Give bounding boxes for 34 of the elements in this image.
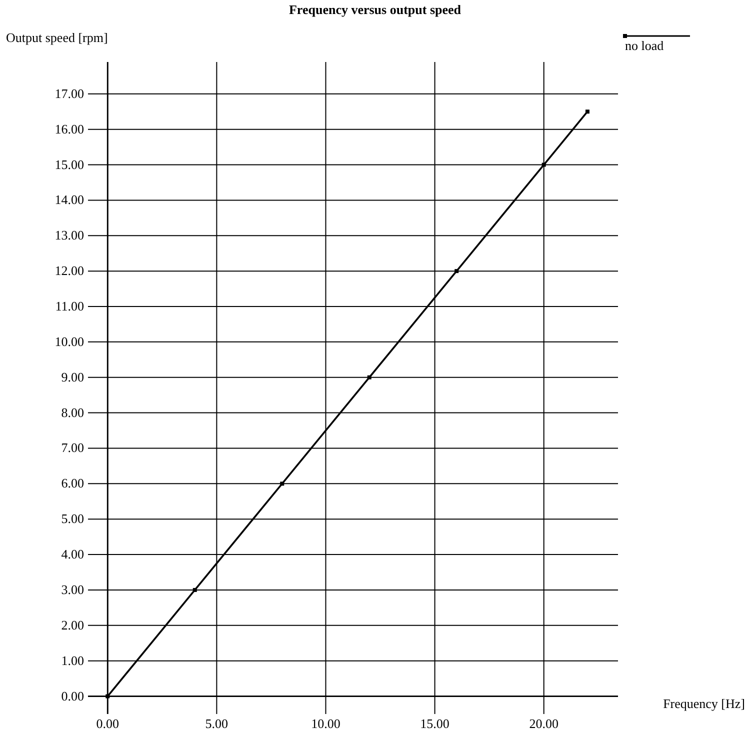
x-tick-label: 15.00 — [420, 716, 450, 731]
y-tick-label: 3.00 — [61, 582, 84, 597]
x-axis-title: Frequency [Hz] — [663, 696, 745, 711]
legend-label: no load — [625, 38, 664, 53]
x-tick-label: 5.00 — [205, 716, 228, 731]
x-tick-label: 20.00 — [529, 716, 558, 731]
y-axis-title: Output speed [rpm] — [6, 30, 108, 45]
point — [367, 375, 372, 380]
y-tick-label: 15.00 — [54, 156, 84, 172]
y-tick-label: 2.00 — [61, 617, 84, 632]
y-tick-label: 1.00 — [61, 652, 84, 668]
y-tick-label: 13.00 — [54, 228, 84, 243]
x-tick-label: 10.00 — [311, 716, 340, 731]
y-tick-label: 11.00 — [55, 298, 84, 314]
chart-title: Frequency versus output speed — [288, 2, 462, 17]
y-tick-label: 14.00 — [54, 192, 84, 208]
point — [585, 110, 590, 114]
y-tick-label: 7.00 — [61, 440, 84, 456]
point — [454, 269, 459, 274]
x-tick-label: 0.00 — [96, 716, 120, 731]
y-tick-label: 16.00 — [54, 121, 84, 136]
y-tick-label: 4.00 — [61, 546, 84, 562]
y-tick-label: 17.00 — [54, 86, 84, 101]
y-tick-label: 9.00 — [61, 369, 84, 384]
point — [106, 694, 110, 698]
y-tick-label: 12.00 — [54, 263, 84, 278]
y-tick-label: 0.00 — [61, 688, 84, 704]
y-tick-label: 10.00 — [54, 334, 84, 349]
point — [542, 162, 546, 167]
y-tick-label: 5.00 — [61, 511, 84, 526]
y-tick-label: 8.00 — [61, 404, 84, 420]
y-tick-label: 6.00 — [61, 476, 84, 491]
point — [280, 482, 284, 486]
point — [192, 588, 197, 592]
